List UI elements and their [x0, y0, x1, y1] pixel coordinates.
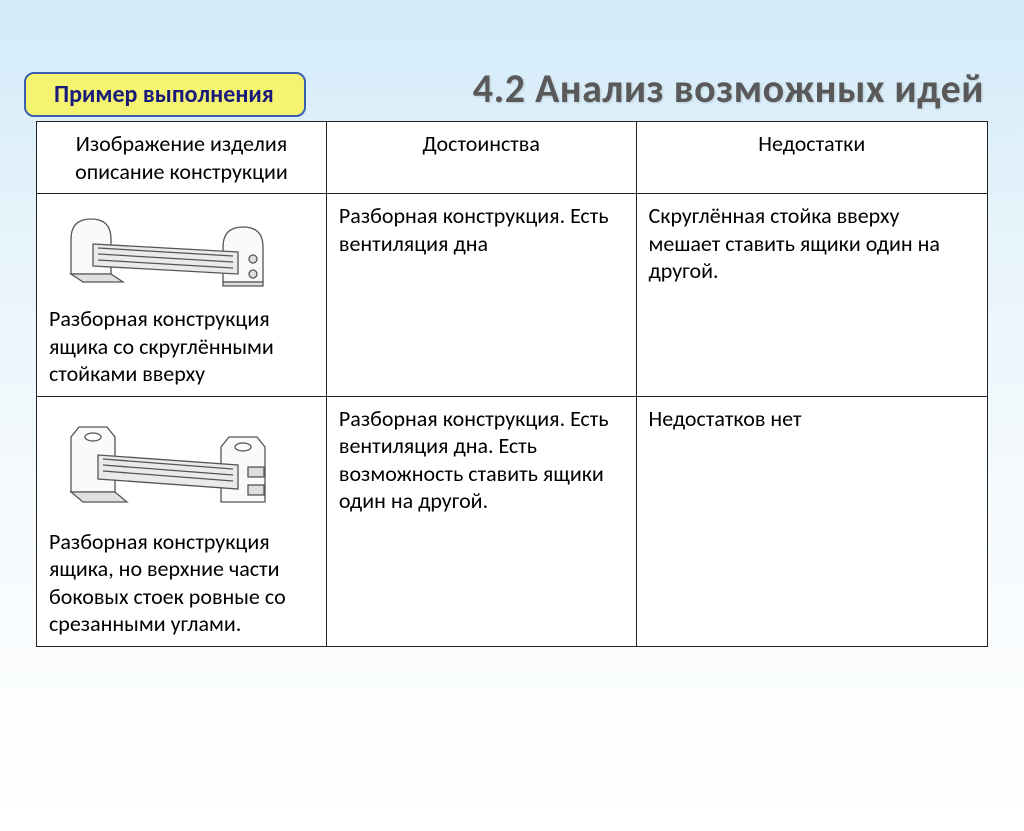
box-drawing-flat-icon — [53, 407, 288, 522]
table-row: Разборная конструкция ящика со скруглённ… — [37, 194, 988, 397]
col-header-image: Изображение изделия описание конструкции — [37, 122, 327, 194]
table-header-row: Изображение изделия описание конструкции… — [37, 122, 988, 194]
cell-description-2: Разборная конструкция ящика, но верхние … — [49, 528, 314, 638]
table-row: Разборная конструкция ящика, но верхние … — [37, 396, 988, 646]
col-header-disadvantages: Недостатки — [636, 122, 987, 194]
cell-image-1: Разборная конструкция ящика со скруглённ… — [37, 194, 327, 397]
cell-image-2: Разборная конструкция ящика, но верхние … — [37, 396, 327, 646]
cell-advantages-2: Разборная конструкция. Есть вентиляция д… — [326, 396, 636, 646]
box-drawing-rounded-icon — [53, 204, 283, 299]
cell-disadvantages-1: Скруглённая стойка вверху мешает ставить… — [636, 194, 987, 397]
example-badge: Пример выполнения — [24, 72, 306, 117]
ideas-analysis-table: Изображение изделия описание конструкции… — [36, 121, 988, 647]
cell-disadvantages-2: Недостатков нет — [636, 396, 987, 646]
cell-description-1: Разборная конструкция ящика со скруглённ… — [49, 305, 314, 388]
col-header-advantages: Достоинства — [326, 122, 636, 194]
cell-advantages-1: Разборная конструкция. Есть вентиляция д… — [326, 194, 636, 397]
